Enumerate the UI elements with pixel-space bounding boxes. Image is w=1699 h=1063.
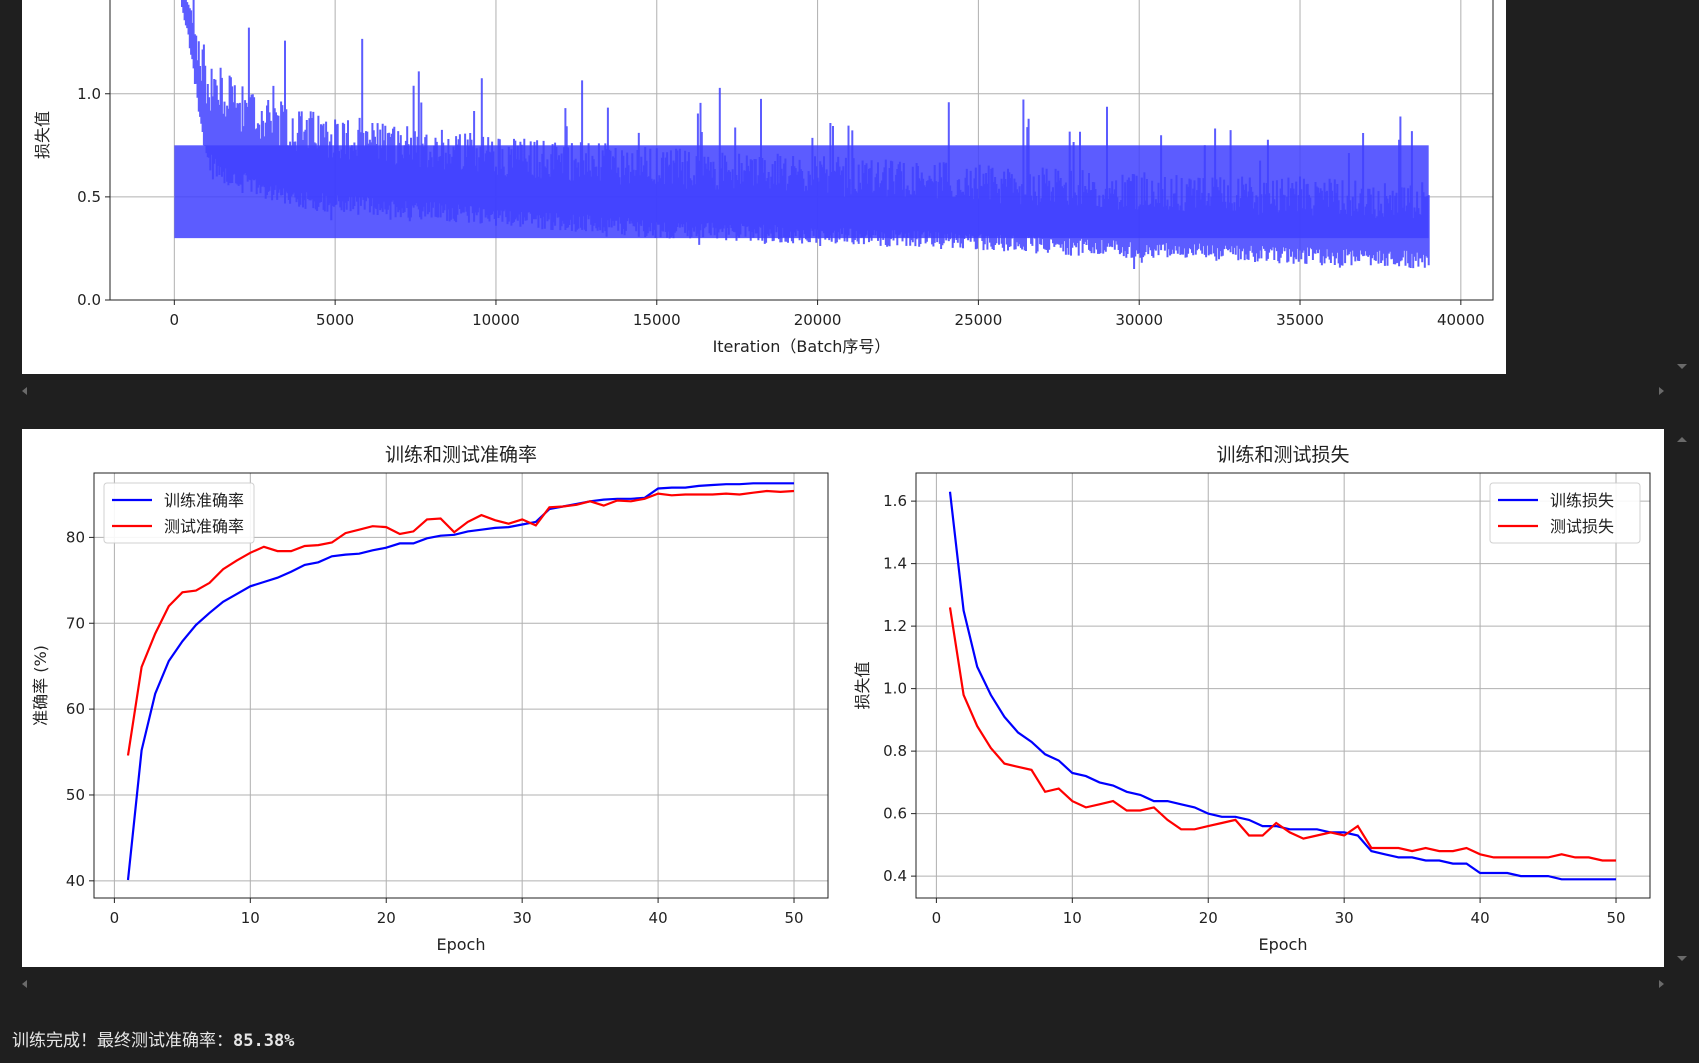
x-tick-label: 35000 xyxy=(1276,311,1324,329)
y-tick-label: 40 xyxy=(66,872,85,890)
chart-title: 训练和测试准确率 xyxy=(385,444,537,466)
plot-frame xyxy=(915,472,1651,899)
x-tick-label: 40000 xyxy=(1437,311,1485,329)
y-tick-label: 0.0 xyxy=(77,291,101,309)
y-axis-label: 损失值 xyxy=(853,661,872,709)
x-tick-label: 50 xyxy=(784,909,803,927)
training-status-output: 训练完成！最终测试准确率：85.38% xyxy=(12,1026,294,1051)
y-tick-label: 70 xyxy=(66,614,85,632)
x-tick-label: 10 xyxy=(241,909,260,927)
x-tick-label: 20 xyxy=(377,909,396,927)
y-tick-label: 1.0 xyxy=(883,680,907,698)
x-tick-label: 30 xyxy=(1335,909,1354,927)
x-axis-label: Epoch xyxy=(1259,935,1308,954)
plot-frame xyxy=(109,0,1494,301)
y-tick-label: 0.5 xyxy=(77,188,101,206)
x-tick-label: 30000 xyxy=(1115,311,1163,329)
status-prefix: 训练完成！最终测试准确率： xyxy=(12,1031,233,1051)
x-tick-label: 5000 xyxy=(316,311,354,329)
series-line-test xyxy=(948,607,1616,862)
final-accuracy-value: 85.38% xyxy=(233,1031,295,1051)
x-tick-label: 0 xyxy=(110,909,120,927)
x-tick-label: 10 xyxy=(1063,909,1082,927)
legend-label: 测试损失 xyxy=(1550,517,1614,536)
y-axis-label: 损失值 xyxy=(33,111,52,159)
x-tick-label: 25000 xyxy=(955,311,1003,329)
output-scrollbar-1[interactable] xyxy=(22,385,1664,397)
legend-label: 测试准确率 xyxy=(164,517,244,536)
x-tick-label: 10000 xyxy=(472,311,520,329)
y-tick-label: 1.2 xyxy=(883,617,907,635)
y-tick-label: 80 xyxy=(66,528,85,546)
y-tick-label: 0.6 xyxy=(883,805,907,823)
accuracy-chart: 0 10 20 30 40 50 40 50 60 70 80 Epoch 准确率 (%) 训练和测试准确… xyxy=(31,444,829,954)
chart-title: 训练和测试损失 xyxy=(1216,444,1349,466)
x-axis-label: Iteration（Batch序号） xyxy=(713,337,891,356)
series-line-train xyxy=(948,491,1616,881)
x-axis-label: Epoch xyxy=(437,935,486,954)
x-tick-label: 20000 xyxy=(794,311,842,329)
scroll-right-icon[interactable] xyxy=(1659,387,1664,395)
legend-label: 训练损失 xyxy=(1550,491,1614,510)
x-tick-label: 30 xyxy=(513,909,532,927)
scroll-down-icon[interactable] xyxy=(1677,956,1687,961)
legend-box xyxy=(103,482,255,544)
legend-label: 训练准确率 xyxy=(164,491,244,510)
x-tick-label: 20 xyxy=(1199,909,1218,927)
y-tick-label: 1.6 xyxy=(883,492,907,510)
output-scrollbar-2[interactable] xyxy=(22,978,1664,990)
y-tick-label: 60 xyxy=(66,700,85,718)
y-tick-label: 1.4 xyxy=(883,555,907,573)
y-tick-label: 1.0 xyxy=(77,85,101,103)
x-tick-label: 40 xyxy=(1471,909,1490,927)
loss-noise-lines xyxy=(181,0,1430,269)
scroll-left-icon[interactable] xyxy=(22,387,27,395)
x-tick-label: 50 xyxy=(1606,909,1625,927)
y-tick-label: 50 xyxy=(66,786,85,804)
scroll-left-icon[interactable] xyxy=(22,980,27,988)
x-tick-label: 0 xyxy=(932,909,942,927)
scroll-up-icon[interactable] xyxy=(1677,437,1687,442)
scroll-down-icon[interactable] xyxy=(1677,364,1687,369)
iteration-loss-figure: 0 5000 10000 15000 20000 25000 30000 35000 40000… xyxy=(22,0,1506,374)
epoch-metrics-figure: 0 10 20 30 40 50 40 50 60 70 80 Epoch 准确率 (%) 训练和测试准确… xyxy=(22,429,1664,967)
x-tick-label: 15000 xyxy=(633,311,681,329)
iteration-loss-chart: 0 5000 10000 15000 20000 25000 30000 35000 40000… xyxy=(33,0,1494,356)
x-tick-label: 0 xyxy=(170,311,180,329)
y-tick-label: 0.4 xyxy=(883,867,907,885)
scroll-right-icon[interactable] xyxy=(1659,980,1664,988)
loss-chart: 0 10 20 30 40 50 0.4 0.6 0.8 1.0 1.2 1.4 1.6 Epoch 损失值… xyxy=(853,444,1651,954)
y-axis-label: 准确率 (%) xyxy=(31,645,50,726)
legend-box xyxy=(1489,482,1641,544)
loss-series xyxy=(174,0,1430,269)
x-tick-label: 40 xyxy=(649,909,668,927)
y-tick-label: 0.8 xyxy=(883,742,907,760)
series-line-train xyxy=(126,482,794,881)
plot-frame xyxy=(93,472,829,899)
series-line-test xyxy=(126,489,795,756)
